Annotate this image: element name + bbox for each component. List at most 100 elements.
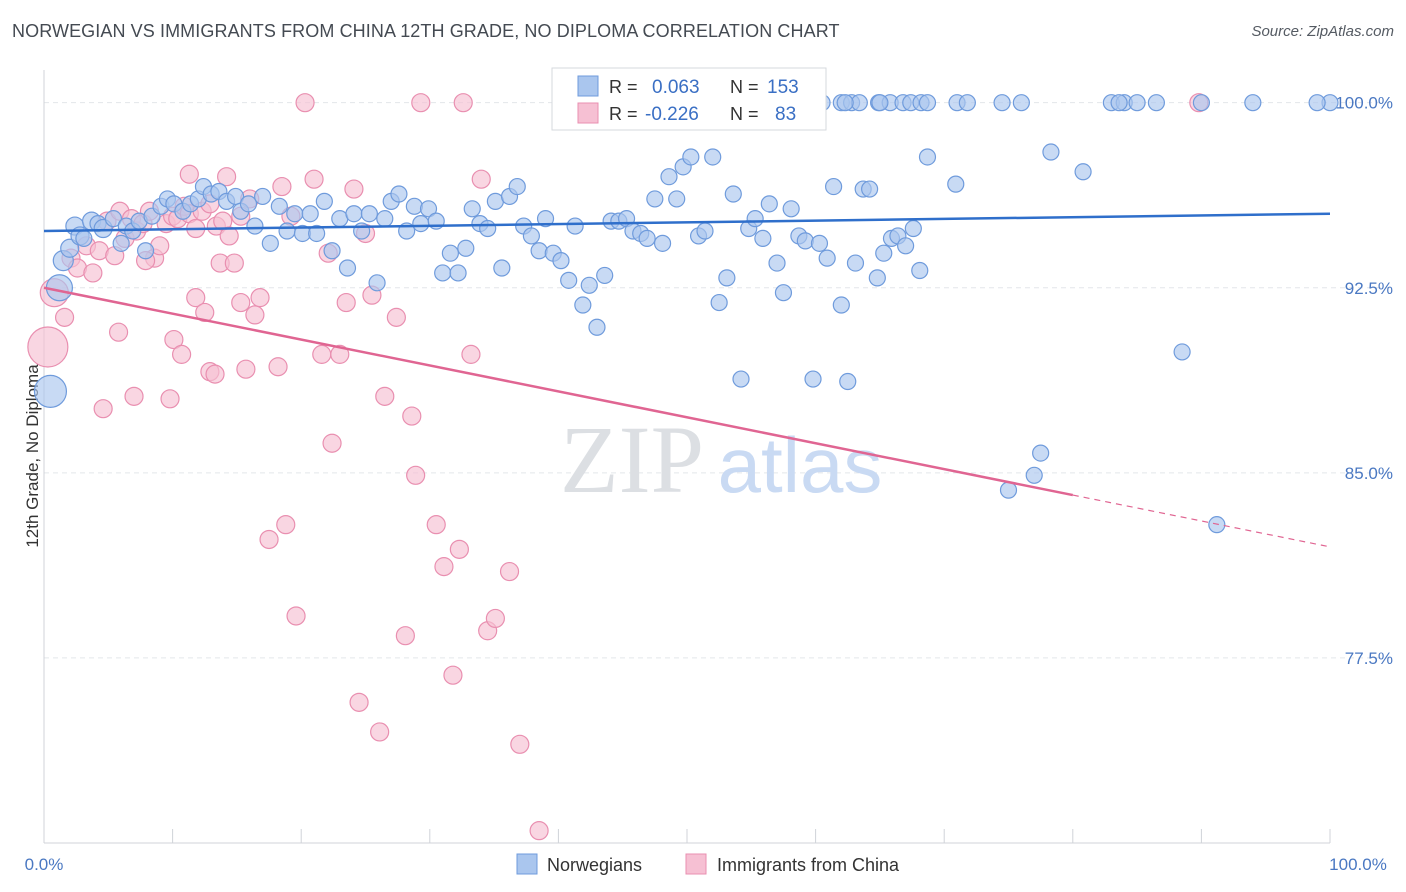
y-tick-label-0: 77.5%	[1345, 649, 1393, 668]
norwegians-point-11	[112, 234, 130, 252]
norwegians-point-152	[1110, 94, 1128, 112]
china-point-32	[108, 322, 129, 342]
norwegians-point-29	[239, 195, 258, 213]
norwegians-point-126	[1025, 466, 1043, 484]
y-axis-label: 12th Grade, No Diploma	[23, 364, 42, 548]
china-point-84	[510, 734, 530, 754]
norwegians-point-37	[301, 205, 319, 223]
stats-r-label-norwegians: R =	[609, 77, 638, 97]
china-point-57	[304, 169, 324, 189]
china-point-85	[529, 821, 549, 841]
norwegians-point-59	[463, 200, 481, 218]
china-point-68	[375, 386, 395, 406]
norwegians-point-49	[390, 185, 408, 203]
norwegians-point-142	[993, 94, 1011, 112]
norwegians-point-122	[918, 148, 937, 166]
norwegians-point-85	[653, 234, 672, 252]
norwegians-point-121	[911, 261, 929, 280]
norwegians-point-123	[947, 175, 965, 193]
china-point-70	[395, 626, 415, 646]
legend-swatch-norwegians	[516, 853, 538, 875]
stats-legend: R = 0.063 N = 153 R = -0.226 N = 83	[551, 67, 827, 131]
china-point-82	[485, 608, 505, 629]
norwegians-point-53	[419, 200, 438, 218]
x-tick-label-0: 0.0%	[25, 855, 64, 874]
norwegians-point-87	[668, 190, 686, 208]
bottom-legend: Norwegians Immigrants from China	[516, 853, 900, 875]
norwegians-point-102	[774, 284, 793, 302]
chart-source: Source: ZipAtlas.com	[1251, 23, 1394, 40]
norwegians-point-83	[638, 229, 656, 248]
norwegians-point-58	[457, 239, 475, 257]
series-norwegians-points	[33, 94, 1339, 534]
norwegians-point-3	[60, 238, 80, 258]
norwegians-point-96	[732, 370, 750, 388]
china-point-35	[160, 389, 180, 409]
norwegians-point-15	[136, 242, 155, 260]
norwegians-point-72	[560, 271, 578, 289]
china-point-56	[295, 93, 315, 113]
norwegians-point-47	[376, 210, 394, 228]
x-tick-label-100: 100.0%	[1329, 855, 1387, 874]
norwegians-point-31	[254, 187, 272, 206]
china-point-39	[186, 288, 206, 308]
norwegians-point-6	[75, 229, 93, 248]
norwegians-point-52	[412, 214, 430, 233]
norwegians-point-112	[846, 254, 865, 272]
china-point-60	[322, 433, 342, 453]
norwegians-point-30	[246, 217, 264, 235]
norwegians-point-86	[660, 168, 678, 186]
china-point-2	[54, 307, 75, 327]
norwegians-point-120	[904, 219, 922, 238]
norwegians-point-124	[999, 481, 1018, 499]
china-point-83	[499, 561, 520, 582]
china-point-45	[224, 253, 244, 273]
trend-line-china	[43, 286, 1074, 497]
norwegians-point-129	[1173, 343, 1191, 361]
stats-n-value-norwegians: 153	[767, 77, 799, 98]
legend-swatch-china	[685, 853, 707, 875]
norwegians-point-32	[261, 234, 279, 252]
y-tick-label-2: 92.5%	[1345, 279, 1393, 298]
stats-r-value-china: -0.226	[645, 104, 699, 125]
norwegians-point-108	[818, 249, 836, 267]
norwegians-point-105	[796, 232, 814, 250]
norwegians-point-74	[574, 296, 592, 314]
china-point-38	[179, 164, 199, 184]
norwegians-point-39	[315, 192, 333, 210]
china-point-28	[219, 226, 239, 246]
china-point-78	[453, 93, 473, 113]
norwegians-point-100	[760, 195, 778, 213]
china-point-77	[449, 539, 469, 559]
norwegians-point-75	[580, 276, 598, 294]
chart-title: NORWEGIAN VS IMMIGRANTS FROM CHINA 12TH …	[12, 21, 840, 41]
norwegians-point-40	[323, 242, 341, 260]
china-point-42	[205, 364, 225, 384]
china-point-79	[461, 344, 481, 364]
china-point-55	[286, 606, 306, 626]
china-point-67	[370, 722, 390, 742]
norwegians-point-51	[405, 197, 423, 215]
norwegians-point-38	[308, 224, 326, 243]
norwegians-point-57	[449, 264, 467, 282]
grid-lines	[44, 102, 1390, 659]
norwegians-point-76	[588, 318, 606, 336]
norwegians-point-67	[522, 227, 540, 245]
norwegians-point-127	[1042, 143, 1060, 161]
norwegians-point-99	[754, 229, 772, 248]
china-point-74	[426, 515, 446, 535]
china-point-46	[231, 292, 251, 313]
china-point-63	[344, 179, 364, 199]
norwegians-point-1	[45, 274, 74, 302]
norwegians-point-35	[286, 205, 304, 223]
norwegians-point-109	[825, 177, 843, 196]
y-tick-label-1: 85.0%	[1345, 464, 1393, 483]
norwegians-point-101	[768, 254, 786, 272]
china-point-0	[27, 326, 69, 368]
china-point-36	[164, 329, 184, 350]
norwegians-point-42	[338, 259, 357, 277]
norwegians-point-151	[1012, 94, 1030, 112]
stats-r-value-norwegians: 0.063	[652, 77, 700, 98]
norwegians-point-145	[1147, 94, 1165, 112]
